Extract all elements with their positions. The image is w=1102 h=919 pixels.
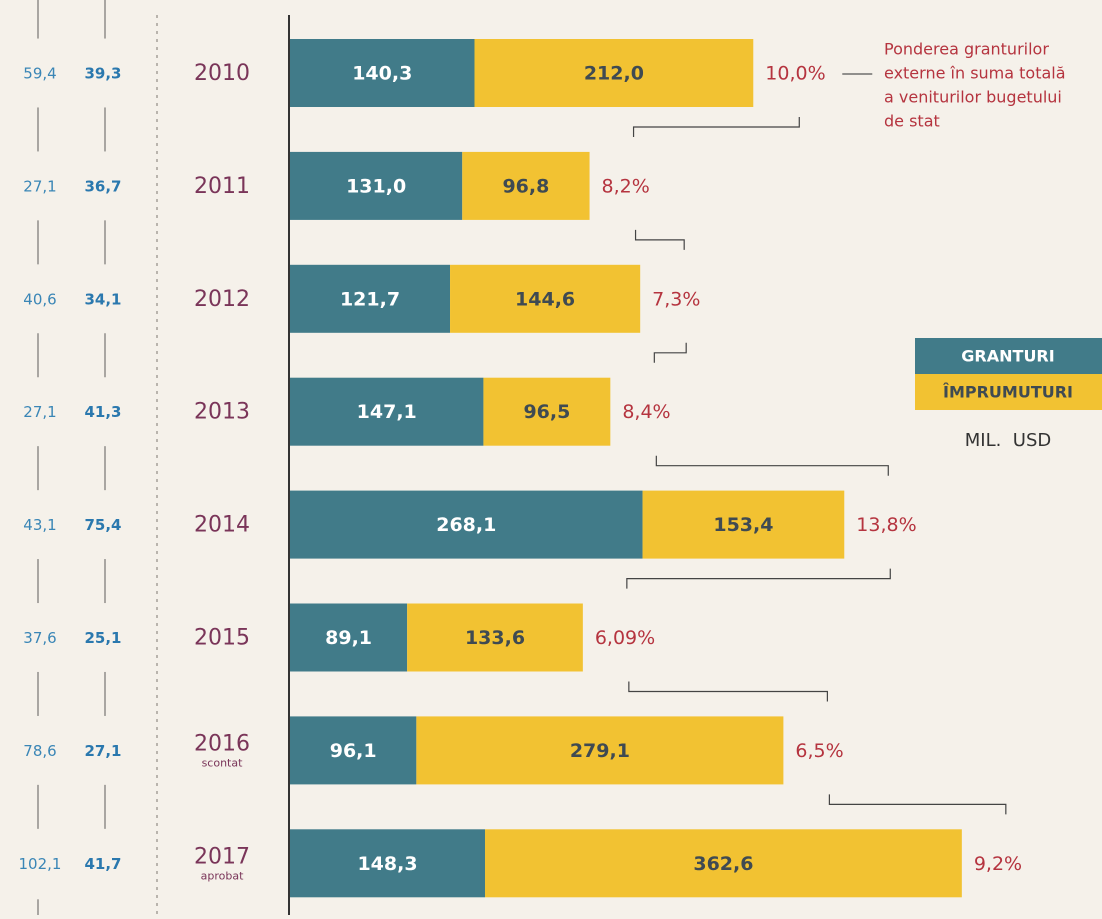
bar-label: 148,3 bbox=[357, 853, 417, 875]
left-value-1: 37,6 bbox=[23, 629, 56, 647]
bar-segment bbox=[290, 39, 475, 107]
left-value-1: 27,1 bbox=[23, 177, 56, 195]
legend-swatch bbox=[915, 374, 1102, 410]
bar-label: 153,4 bbox=[713, 514, 773, 536]
bar-label: 121,7 bbox=[340, 288, 400, 310]
share-label: 13,8% bbox=[856, 514, 916, 536]
connector bbox=[634, 229, 685, 250]
share-label: 10,0% bbox=[765, 63, 825, 85]
share-label: 9,2% bbox=[974, 853, 1022, 875]
bar-label: 96,5 bbox=[523, 401, 570, 423]
bar-segment bbox=[485, 829, 962, 898]
bar-label: 212,0 bbox=[584, 63, 644, 85]
share-label: 6,09% bbox=[595, 627, 655, 649]
bar-label: 140,3 bbox=[352, 63, 412, 85]
left-value-1: 40,6 bbox=[23, 290, 56, 308]
bar-segment bbox=[290, 716, 417, 785]
bar-label: 96,1 bbox=[330, 740, 377, 762]
bar-segment bbox=[474, 39, 754, 107]
bar-segment bbox=[290, 603, 408, 672]
bar-segment bbox=[642, 490, 845, 559]
category-label: 2016 bbox=[194, 731, 250, 756]
category-label: 2014 bbox=[194, 513, 250, 538]
left-value-2: 41,7 bbox=[84, 855, 121, 873]
bar-segment bbox=[290, 377, 484, 446]
annotation-text: a veniturilor bugetului bbox=[884, 88, 1062, 107]
annotation-text: Ponderea granturilor bbox=[884, 40, 1049, 59]
category-label: 2012 bbox=[194, 287, 250, 312]
bar-label: 279,1 bbox=[570, 740, 630, 762]
legend-label: GRANTURI bbox=[961, 347, 1054, 366]
bar-segment bbox=[450, 264, 641, 333]
annotation-text: de stat bbox=[884, 112, 940, 131]
left-value-1: 43,1 bbox=[23, 516, 56, 534]
left-value-2: 27,1 bbox=[84, 742, 121, 760]
left-value-2: 75,4 bbox=[84, 516, 121, 534]
connector bbox=[628, 681, 828, 702]
legend-label: ÎMPRUMUTURI bbox=[943, 383, 1073, 402]
bar-segment bbox=[483, 377, 611, 446]
bar-segment bbox=[290, 151, 463, 220]
category-note: aprobat bbox=[201, 869, 244, 882]
bar-segment bbox=[290, 829, 486, 898]
category-note: scontat bbox=[202, 756, 244, 769]
category-label: 2013 bbox=[194, 400, 250, 425]
left-value-1: 27,1 bbox=[23, 403, 56, 421]
bar-label: 133,6 bbox=[465, 627, 525, 649]
bar-segment bbox=[416, 716, 784, 785]
bar-label: 96,8 bbox=[502, 175, 549, 197]
connector bbox=[632, 117, 800, 137]
bar-label: 131,0 bbox=[346, 175, 406, 197]
bar-segment bbox=[290, 264, 451, 333]
bar-label: 268,1 bbox=[436, 514, 496, 536]
category-label: 2010 bbox=[194, 61, 250, 86]
left-value-1: 102,1 bbox=[19, 855, 62, 873]
connector bbox=[653, 342, 687, 363]
connector bbox=[655, 455, 889, 476]
bar-segment bbox=[407, 603, 583, 672]
share-label: 8,4% bbox=[622, 401, 670, 423]
left-value-2: 39,3 bbox=[84, 65, 121, 83]
bar-label: 89,1 bbox=[325, 627, 372, 649]
connector bbox=[828, 794, 1007, 815]
left-value-1: 78,6 bbox=[23, 742, 56, 760]
left-value-2: 34,1 bbox=[84, 290, 121, 308]
connector bbox=[626, 568, 891, 589]
category-label: 2011 bbox=[194, 174, 250, 199]
bar-label: 147,1 bbox=[357, 401, 417, 423]
left-value-2: 41,3 bbox=[84, 403, 121, 421]
bar-label: 362,6 bbox=[693, 853, 753, 875]
share-label: 7,3% bbox=[652, 288, 700, 310]
bar-label: 144,6 bbox=[515, 288, 575, 310]
left-value-1: 59,4 bbox=[23, 65, 56, 83]
bar-segment bbox=[462, 151, 590, 220]
share-label: 8,2% bbox=[602, 175, 650, 197]
category-label: 2015 bbox=[194, 626, 250, 651]
left-value-2: 25,1 bbox=[84, 629, 121, 647]
annotation-text: externe în suma totală bbox=[884, 64, 1066, 83]
category-label: 2017 bbox=[194, 844, 250, 869]
left-value-2: 36,7 bbox=[84, 177, 121, 195]
unit-label: MIL. USD bbox=[965, 430, 1052, 451]
legend-swatch bbox=[915, 338, 1102, 374]
share-label: 6,5% bbox=[795, 740, 843, 762]
bar-segment bbox=[290, 490, 643, 559]
